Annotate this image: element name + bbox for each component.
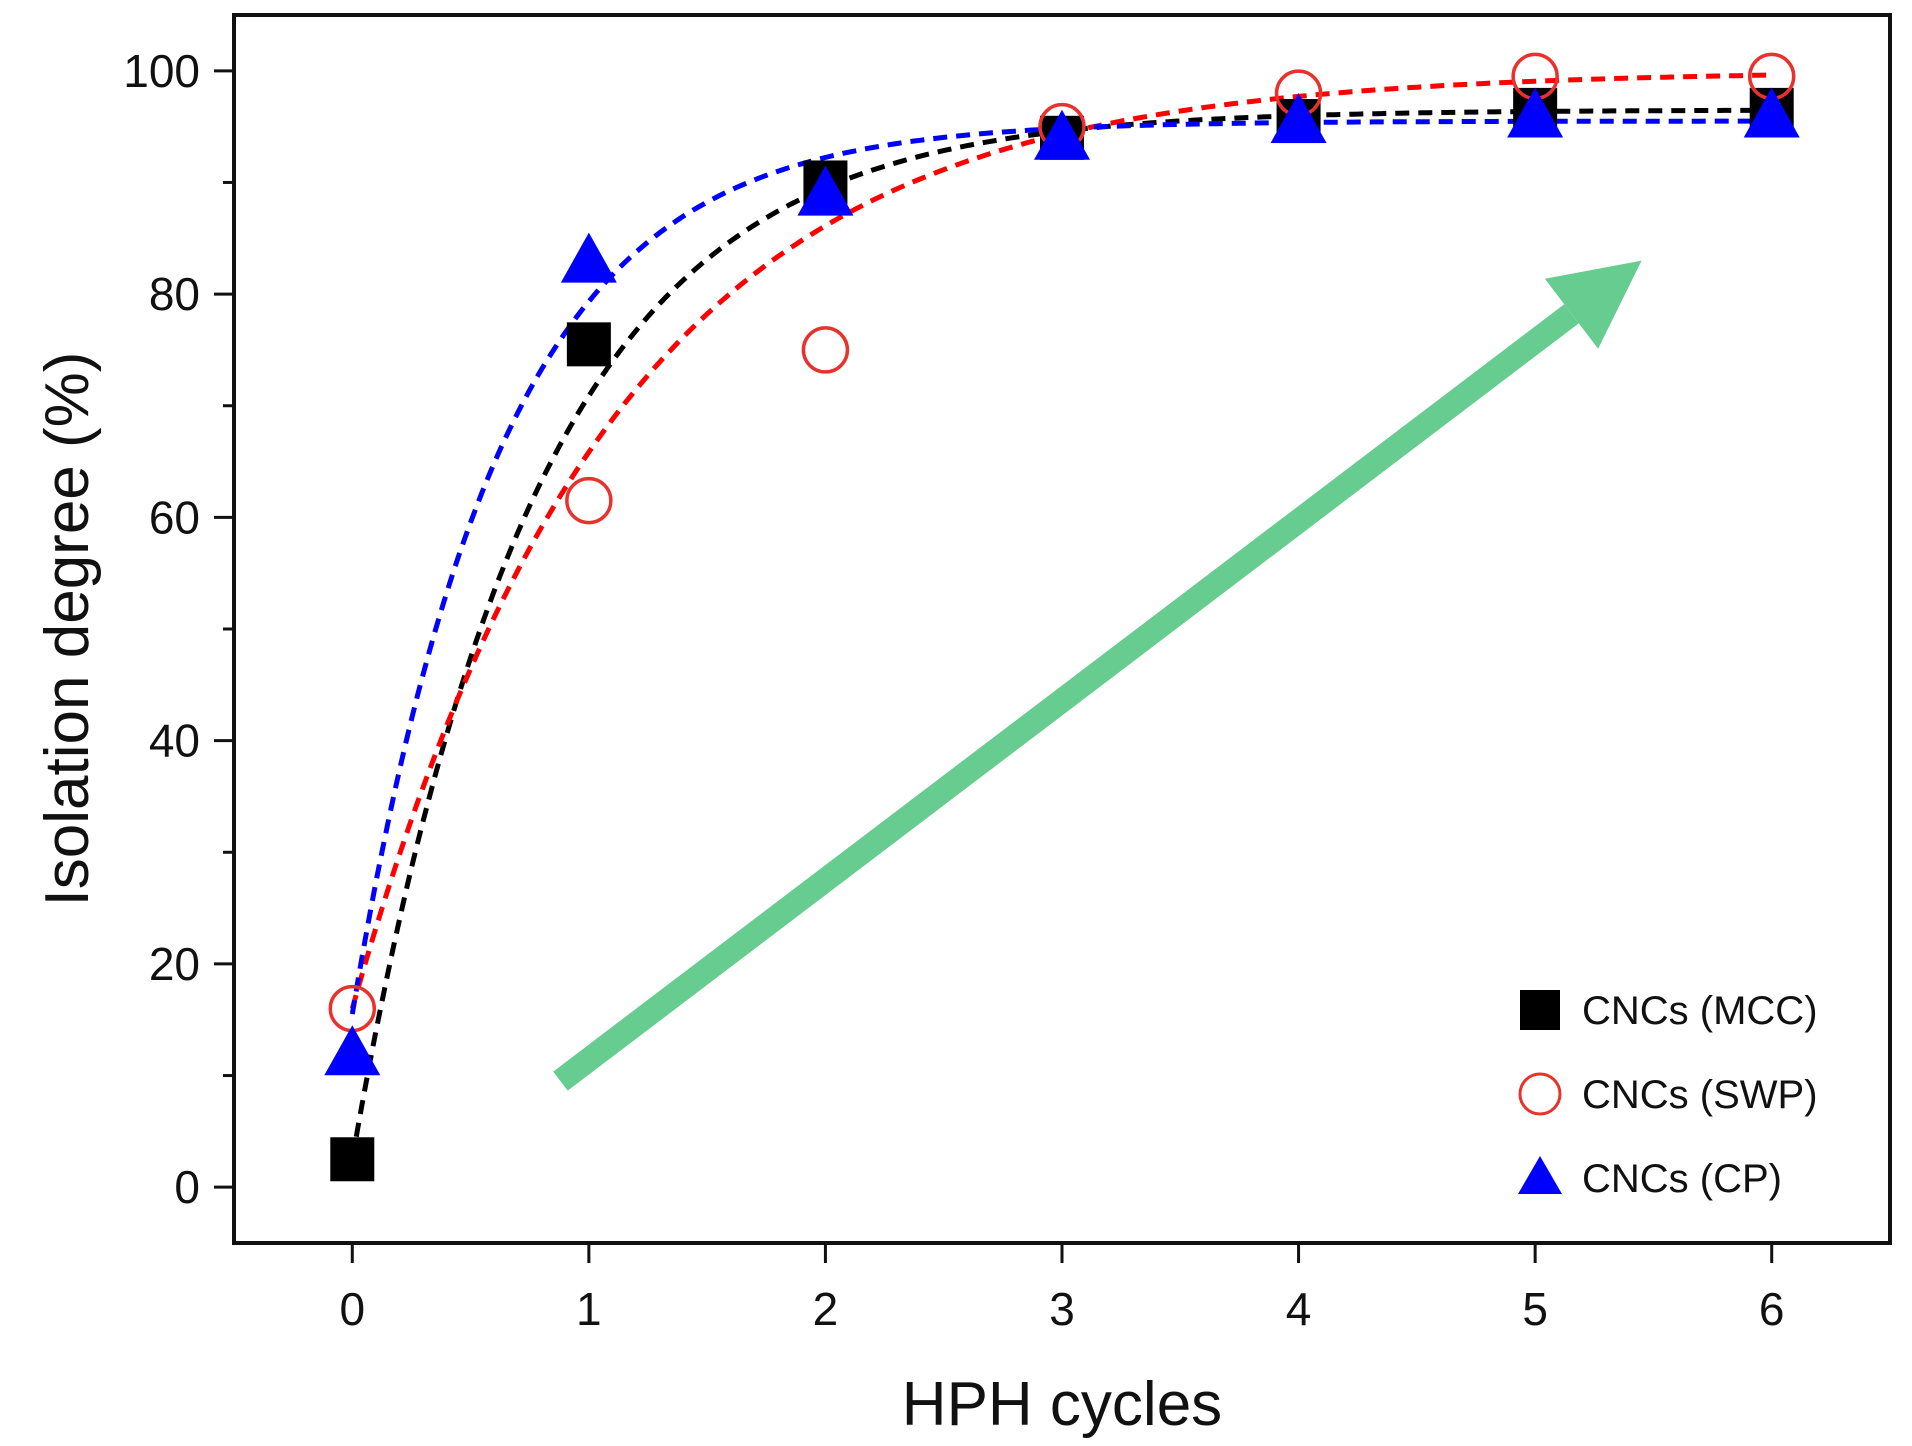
legend-label-0: CNCs (MCC) (1582, 989, 1818, 1033)
data-point (565, 476, 613, 525)
data-point (324, 1025, 381, 1076)
trend-arrow (553, 260, 1642, 1091)
trend-arrow-head (1544, 260, 1642, 349)
y-tick-label: 0 (174, 1161, 200, 1213)
y-tick-label: 100 (123, 45, 200, 97)
x-tick-label: 4 (1286, 1283, 1312, 1335)
data-point (1270, 93, 1327, 144)
legend-label-1: CNCs (SWP) (1582, 1073, 1818, 1117)
x-tick-label: 5 (1522, 1283, 1548, 1335)
y-axis-title: Isolation degree (%) (33, 352, 102, 907)
y-tick-label: 80 (149, 268, 200, 320)
x-tick-label: 0 (339, 1283, 365, 1335)
data-point (1034, 109, 1090, 160)
legend-symbol-1 (1518, 1072, 1562, 1116)
data-point (801, 326, 850, 374)
data-point (797, 165, 854, 216)
data-point (330, 1137, 375, 1182)
legend-symbol-2 (1518, 1156, 1562, 1194)
x-tick-label: 2 (813, 1283, 839, 1335)
data-point (1507, 87, 1564, 138)
fit-curve-CNCs (SWP) (349, 72, 1772, 1010)
x-tick-label: 6 (1759, 1283, 1785, 1335)
x-tick-label: 1 (576, 1283, 602, 1335)
x-axis-title: HPH cycles (902, 1370, 1222, 1439)
data-markers (324, 52, 1800, 1182)
legend: CNCs (MCC) CNCs (SWP) CNCs (CP) (1518, 989, 1818, 1201)
y-tick-label: 20 (149, 938, 200, 990)
trend-arrow-shaft (553, 304, 1579, 1091)
y-tick-label: 60 (149, 491, 200, 543)
y-tick-label: 40 (149, 715, 200, 767)
legend-label-2: CNCs (CP) (1582, 1157, 1782, 1201)
data-point (566, 322, 611, 367)
legend-symbol-0 (1520, 990, 1560, 1030)
x-tick-label: 3 (1049, 1283, 1075, 1335)
data-point (1743, 87, 1800, 138)
data-point (560, 232, 617, 283)
